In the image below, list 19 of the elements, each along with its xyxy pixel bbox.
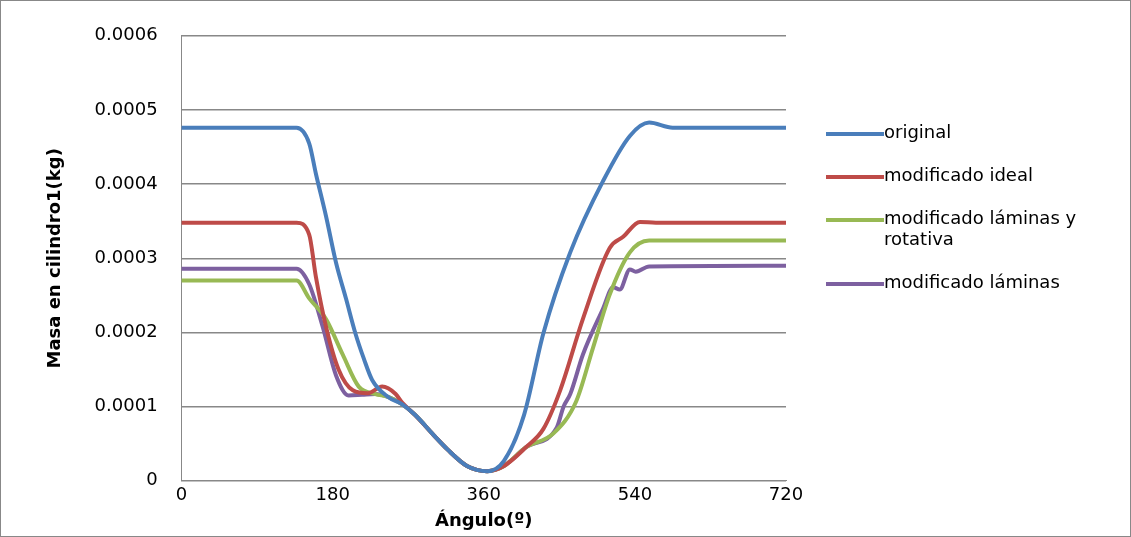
x-axis-title: Ángulo(º) xyxy=(434,508,533,530)
x-tick-label: 180 xyxy=(315,483,350,505)
y-tick-label: 0 xyxy=(146,468,158,490)
y-tick-label: 0.0003 xyxy=(94,245,158,267)
y-tick-label: 0.0002 xyxy=(94,320,158,342)
x-tick-label: 360 xyxy=(466,483,501,505)
x-tick-label: 540 xyxy=(617,483,653,505)
legend-label: modificado láminas y rotativa xyxy=(884,207,1078,249)
y-tick-label: 0.0005 xyxy=(94,97,158,119)
legend-label: modificado ideal xyxy=(884,164,1033,185)
y-tick-label: 0.0004 xyxy=(94,171,158,193)
legend-label: modificado láminas xyxy=(884,271,1060,292)
y-tick-label: 0.0006 xyxy=(94,23,158,45)
y-axis-title: Masa en cilindro1(kg) xyxy=(43,148,65,369)
line-series xyxy=(181,120,786,474)
legend-label: original xyxy=(884,121,952,142)
x-tick-label: 0 xyxy=(175,483,188,505)
y-tick-label: 0.0001 xyxy=(94,394,158,416)
x-tick-label: 720 xyxy=(768,483,804,505)
